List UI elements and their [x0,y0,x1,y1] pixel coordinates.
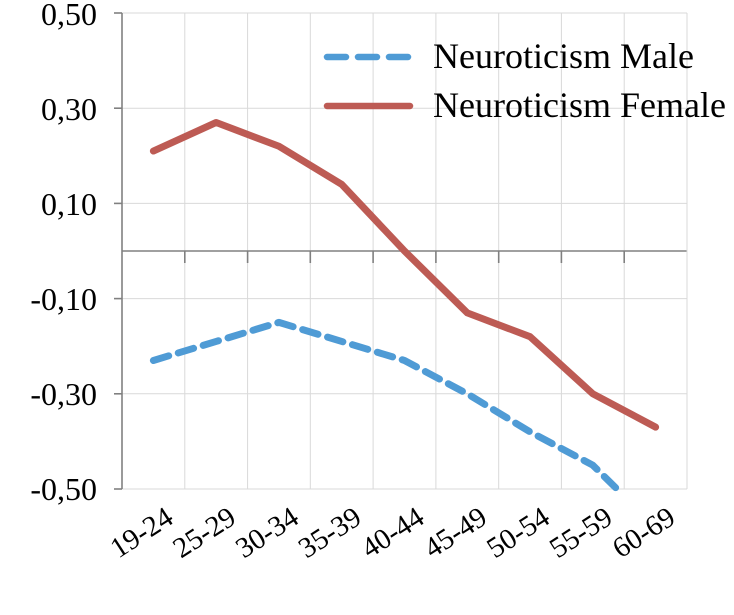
svg-text:-0,10: -0,10 [30,281,97,317]
svg-text:-0,50: -0,50 [30,471,97,507]
svg-text:50-54: 50-54 [481,501,556,565]
svg-text:45-49: 45-49 [419,501,493,565]
svg-text:25-29: 25-29 [167,501,241,565]
svg-text:60-69: 60-69 [607,501,681,565]
svg-text:Neuroticism Male: Neuroticism Male [433,36,694,76]
svg-text:-0,30: -0,30 [30,376,97,412]
svg-text:19-24: 19-24 [105,501,180,565]
svg-text:0,30: 0,30 [41,91,97,127]
svg-text:0,10: 0,10 [41,186,97,222]
svg-text:55-59: 55-59 [544,501,618,565]
svg-text:30-34: 30-34 [230,501,305,565]
svg-text:40-44: 40-44 [356,501,431,565]
svg-text:0,50: 0,50 [41,0,97,32]
svg-text:35-39: 35-39 [293,501,367,565]
svg-text:Neuroticism Female: Neuroticism Female [433,85,726,125]
